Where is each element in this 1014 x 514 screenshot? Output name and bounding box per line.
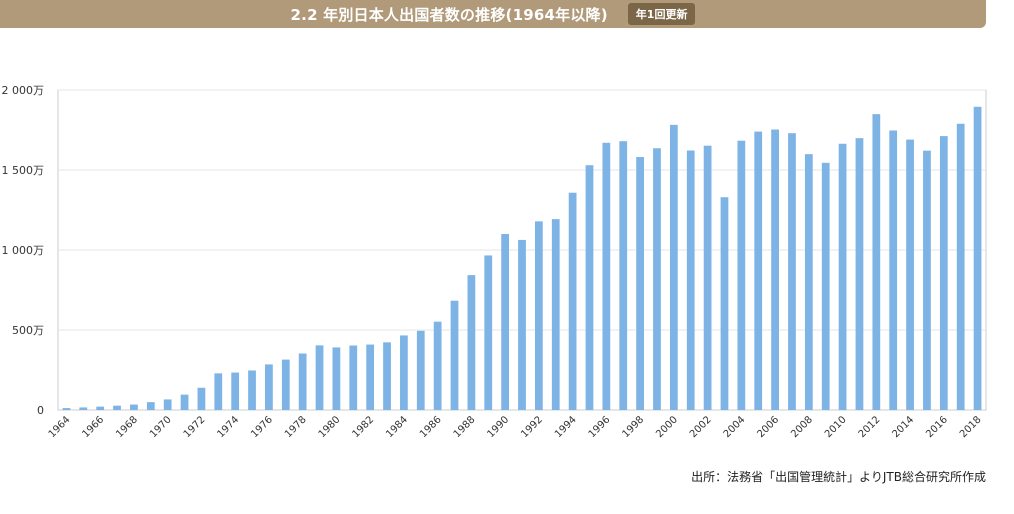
x-tick-label: 2016	[924, 414, 950, 440]
chart-container: 0 500万 1 000万 1 500万 2 000万 1964 1966 1968 1970 1…	[0, 60, 1014, 464]
x-tick-label: 2008	[789, 414, 815, 440]
bar-1992	[534, 221, 543, 410]
x-tick-label: 2002	[688, 414, 714, 440]
x-tick-label: 1976	[249, 414, 275, 440]
bar-1994	[568, 192, 577, 410]
bar-1982	[366, 344, 375, 410]
bar-2015	[923, 150, 931, 410]
bar-2016	[939, 136, 948, 410]
bar-2014	[906, 139, 914, 410]
bar-2018	[973, 106, 982, 411]
bar-1987	[450, 300, 459, 410]
x-tick-label: 2014	[890, 414, 916, 440]
bar-2017	[956, 123, 965, 410]
source-note: 出所：法務省「出国管理統計」よりJTB総合研究所作成	[691, 470, 986, 484]
bar-1972	[197, 387, 206, 410]
bar-1974	[231, 372, 240, 410]
bar-1997	[619, 141, 628, 410]
bar-1965	[79, 407, 88, 410]
x-tick-label: 2010	[823, 414, 849, 440]
x-tick-label: 2012	[857, 414, 883, 440]
bar-1985	[416, 330, 425, 410]
x-tick-label: 1998	[620, 414, 646, 440]
x-tick-label: 2006	[755, 414, 781, 440]
bar-1991	[518, 239, 526, 410]
bar-1970	[163, 399, 172, 410]
bar-1980	[332, 347, 341, 410]
x-tick-label: 1974	[216, 414, 242, 440]
bar-2013	[889, 130, 898, 410]
x-tick-label: 2000	[654, 414, 680, 440]
bar-1969	[146, 402, 155, 410]
x-tick-label: 1964	[47, 414, 73, 440]
bar-1998	[636, 157, 644, 410]
bar-1979	[315, 345, 324, 410]
y-tick-label: 1 000万	[2, 244, 45, 257]
bar-1986	[433, 321, 442, 410]
x-tick-label: 1986	[418, 414, 444, 440]
x-tick-label: 1982	[350, 414, 376, 440]
bar-chart: 0 500万 1 000万 1 500万 2 000万 1964 1966 1968 1970 1…	[2, 84, 987, 440]
bar-2007	[788, 133, 796, 410]
title-bar: 2.2 年別日本人出国者数の推移(1964年以降) 年1回更新	[0, 0, 986, 28]
x-tick-label: 1978	[283, 414, 309, 440]
bar-1968	[130, 404, 138, 410]
y-tick-label: 2 000万	[2, 84, 45, 97]
bar-1995	[585, 165, 594, 410]
x-tick-label: 2004	[722, 414, 748, 440]
bar-2008	[804, 154, 813, 410]
bar-1966	[96, 406, 105, 410]
bar-1971	[180, 394, 189, 410]
x-tick-label: 1994	[553, 414, 579, 440]
bar-1975	[248, 370, 256, 410]
bar-1989	[484, 255, 493, 410]
x-tick-label: 1992	[519, 414, 545, 440]
bar-1984	[400, 335, 408, 410]
bar-1978	[298, 353, 307, 410]
bar-2002	[703, 145, 712, 410]
x-tick-label: 2018	[958, 414, 984, 440]
bar-2012	[872, 114, 881, 410]
bar-1977	[281, 359, 290, 410]
bar-2004	[737, 140, 746, 410]
bar-1981	[349, 345, 358, 410]
bar-2001	[686, 150, 695, 410]
bar-1999	[653, 148, 661, 410]
bar-2006	[771, 129, 779, 410]
bar-2010	[838, 143, 847, 410]
bar-2000	[669, 124, 678, 410]
bar-1990	[501, 234, 510, 410]
x-tick-label: 1984	[384, 414, 410, 440]
x-tick-label: 1990	[485, 414, 511, 440]
bar-1967	[113, 405, 121, 410]
bar-1993	[551, 219, 560, 410]
update-frequency-badge: 年1回更新	[627, 3, 696, 25]
page-title: 2.2 年別日本人出国者数の推移(1964年以降)	[290, 5, 608, 24]
x-tick-label: 1996	[587, 414, 613, 440]
bar-1976	[265, 364, 273, 410]
bar-1973	[214, 373, 223, 410]
x-tick-label: 1972	[182, 414, 208, 440]
bar-1964	[62, 408, 71, 410]
bar-1988	[467, 275, 476, 410]
bar-1983	[383, 342, 391, 410]
x-tick-label: 1968	[114, 414, 140, 440]
bar-2003	[720, 197, 729, 410]
bar-2005	[754, 131, 763, 410]
x-tick-label: 1966	[81, 414, 107, 440]
x-tick-label: 1970	[148, 414, 174, 440]
x-tick-label: 1980	[317, 414, 343, 440]
x-tick-label: 1988	[452, 414, 478, 440]
y-tick-label: 0	[37, 404, 44, 417]
bar-2011	[855, 138, 864, 410]
bar-1996	[602, 142, 611, 411]
y-tick-label: 1 500万	[2, 164, 45, 177]
bar-2009	[821, 162, 830, 410]
y-tick-label: 500万	[12, 324, 44, 337]
